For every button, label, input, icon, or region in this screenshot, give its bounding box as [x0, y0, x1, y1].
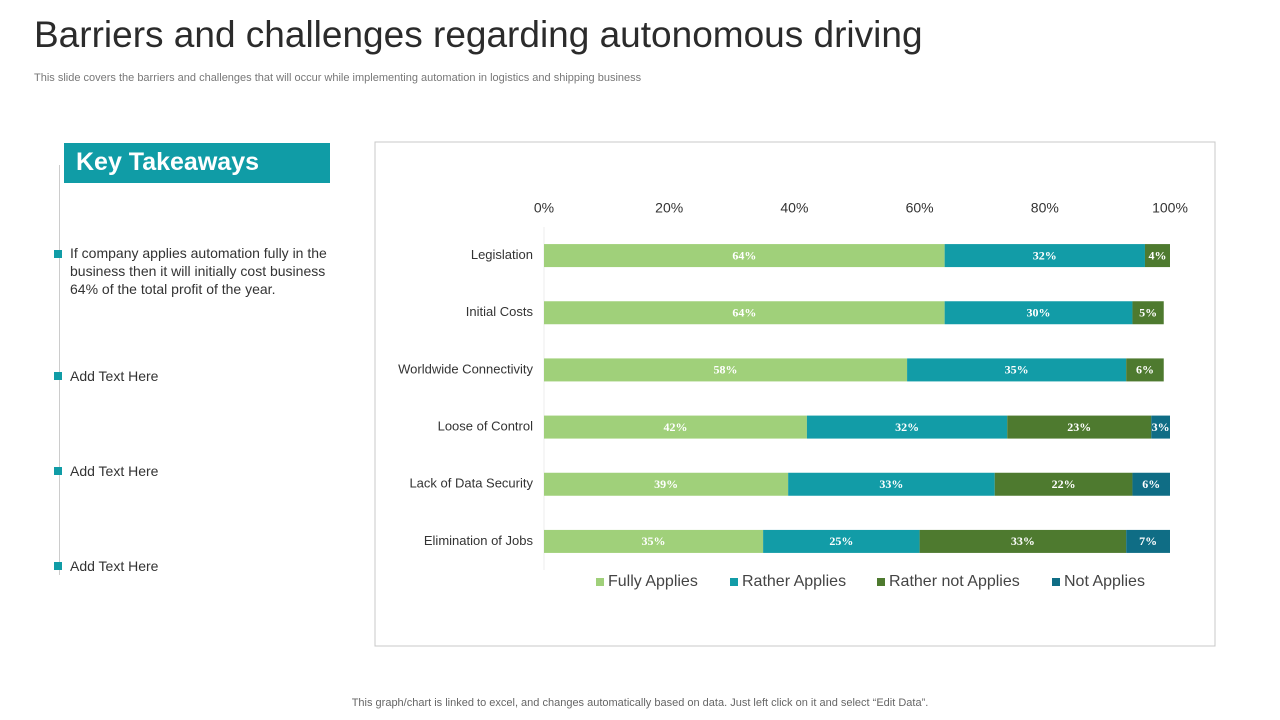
bullet-marker — [54, 562, 62, 570]
x-tick-label: 100% — [1152, 200, 1188, 216]
legend-marker — [1052, 578, 1060, 586]
bar-segment — [1126, 358, 1164, 382]
divider — [59, 165, 60, 575]
data-label: 35% — [1005, 363, 1029, 377]
bar-segment — [1132, 472, 1170, 496]
category-label: Elimination of Jobs — [424, 533, 534, 548]
legend-label: Rather not Applies — [889, 573, 1020, 590]
x-tick-label: 40% — [780, 200, 808, 216]
legend-marker — [596, 578, 604, 586]
category-label: Legislation — [471, 247, 533, 262]
data-label: 35% — [642, 534, 666, 548]
data-label: 7% — [1139, 534, 1157, 548]
legend-marker — [877, 578, 885, 586]
x-tick-label: 80% — [1031, 200, 1059, 216]
takeaway: Add Text Here — [70, 368, 159, 384]
data-label: 5% — [1139, 306, 1157, 320]
data-label: 58% — [714, 363, 738, 377]
footer: This graph/chart is linked to excel, and… — [351, 697, 929, 709]
data-label: 6% — [1136, 363, 1154, 377]
x-tick-label: 0% — [534, 200, 554, 216]
title: Barriers and challenges regarding autono… — [34, 14, 923, 55]
data-label: 33% — [1011, 534, 1035, 548]
bar-segment — [1126, 529, 1170, 553]
takeaway: If company applies automation fully in t… — [70, 245, 327, 297]
data-label: 42% — [663, 420, 687, 434]
bar-segment — [994, 472, 1133, 496]
chart-frame — [374, 141, 1216, 647]
bar-segment — [1144, 244, 1170, 268]
bar-segment — [1151, 415, 1170, 439]
bullet-marker — [54, 372, 62, 380]
legend-label: Not Applies — [1064, 573, 1145, 590]
data-label: 32% — [1033, 248, 1057, 262]
category-label: Lack of Data Security — [409, 476, 533, 491]
legend-label: Rather Applies — [742, 573, 846, 590]
data-label: 25% — [829, 534, 853, 548]
bar-segment — [544, 301, 945, 325]
takeaway: Add Text Here — [70, 558, 159, 574]
bar-segment — [1132, 301, 1164, 325]
bar-segment — [907, 358, 1127, 382]
data-label: 30% — [1027, 306, 1051, 320]
x-tick-label: 60% — [906, 200, 934, 216]
category-label: Worldwide Connectivity — [398, 361, 533, 376]
takeaway: Add Text Here — [70, 463, 159, 479]
data-label: 4% — [1148, 248, 1166, 262]
takeaways-heading-box: Key Takeaways — [64, 143, 330, 183]
data-label: 32% — [895, 420, 919, 434]
bar-segment — [763, 529, 920, 553]
bar-segment — [544, 244, 945, 268]
data-label: 3% — [1152, 420, 1170, 434]
x-tick-label: 20% — [655, 200, 683, 216]
legend-marker — [730, 578, 738, 586]
legend-label: Fully Applies — [608, 573, 698, 590]
data-label: 6% — [1142, 477, 1160, 491]
bar-segment — [944, 301, 1133, 325]
data-label: 39% — [654, 477, 678, 491]
bar-segment — [544, 529, 764, 553]
data-label: 22% — [1052, 477, 1076, 491]
data-label: 23% — [1067, 420, 1091, 434]
bar-segment — [919, 529, 1127, 553]
bar-segment — [944, 244, 1145, 268]
subtitle: This slide covers the barriers and chall… — [34, 72, 642, 84]
category-label: Loose of Control — [438, 419, 534, 434]
bullet-marker — [54, 250, 62, 258]
bar-segment — [788, 472, 995, 496]
bar-segment — [806, 415, 1008, 439]
data-label: 33% — [879, 477, 903, 491]
bar-segment — [544, 415, 807, 439]
bar-segment — [544, 358, 908, 382]
data-label: 64% — [732, 306, 756, 320]
takeaways-heading: Key Takeaways — [76, 148, 259, 176]
bullet-marker — [54, 467, 62, 475]
bar-segment — [1007, 415, 1152, 439]
category-label: Initial Costs — [466, 304, 534, 319]
bar-segment — [544, 472, 789, 496]
data-label: 64% — [732, 248, 756, 262]
